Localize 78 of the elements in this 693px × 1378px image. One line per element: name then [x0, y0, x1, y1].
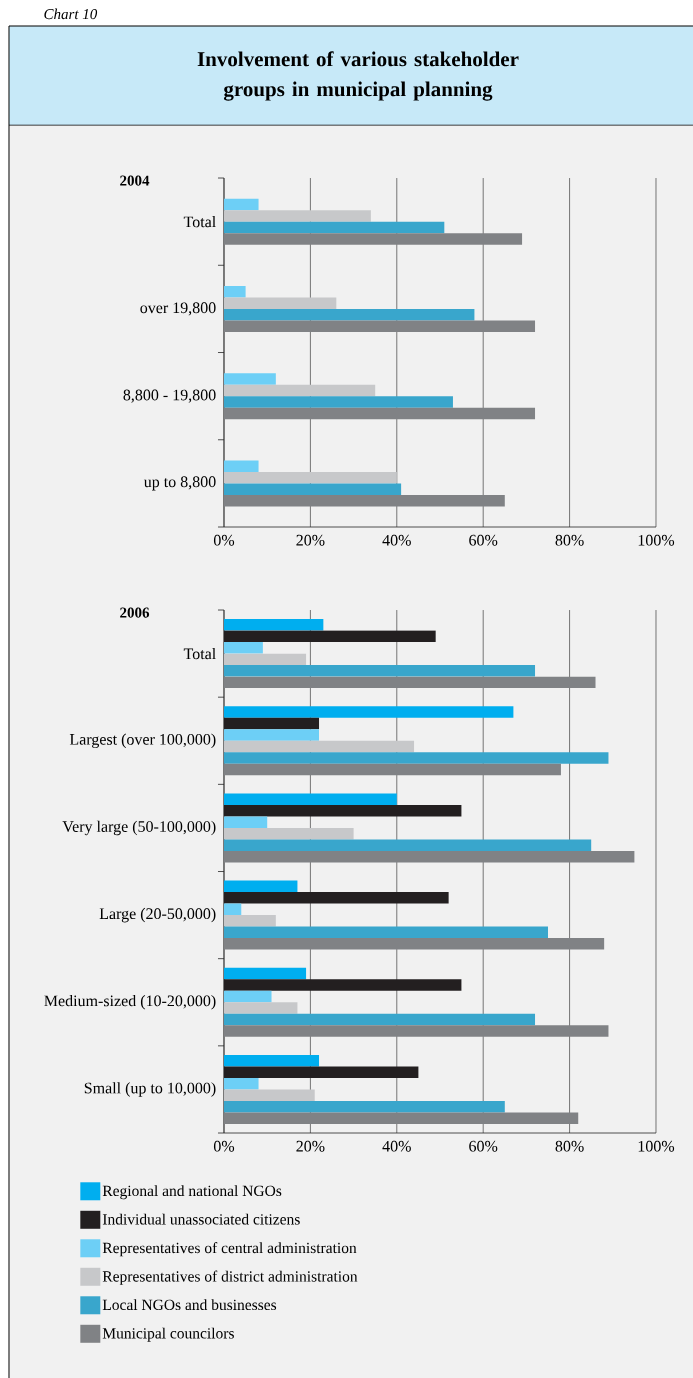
x-tick-label: 0%	[213, 1140, 235, 1152]
bar	[224, 676, 596, 689]
bar	[224, 706, 514, 718]
bar	[224, 915, 276, 927]
bar	[224, 1077, 259, 1090]
y-tick-label: Total	[183, 216, 216, 228]
legend-label: Municipal councilors	[102, 1327, 234, 1342]
bar	[224, 740, 415, 753]
bar	[224, 990, 272, 1003]
bar	[224, 850, 635, 863]
bar	[224, 221, 445, 234]
x-tick-label: 0%	[213, 534, 235, 546]
bar	[224, 793, 397, 805]
y-tick-label: Largest (over 100,000)	[69, 733, 216, 749]
legend-label: Representatives of district administration	[102, 1270, 358, 1285]
bar	[224, 1089, 315, 1101]
bar	[224, 938, 605, 950]
bar	[224, 1112, 579, 1124]
x-tick-label: 40%	[382, 1140, 411, 1152]
bar	[224, 619, 324, 631]
bar	[224, 297, 337, 309]
caption: Chart 10	[44, 8, 98, 20]
x-tick-label: 80%	[555, 534, 584, 546]
bar	[224, 210, 371, 222]
bar	[224, 483, 402, 495]
y-tick-label: Very large (50-100,000)	[62, 820, 216, 836]
x-tick-label: 100%	[638, 534, 675, 546]
legend-label: Regional and national NGOs	[102, 1185, 282, 1200]
x-tick-label: 60%	[469, 534, 498, 546]
bar	[224, 233, 523, 245]
bar	[224, 763, 561, 776]
y-tick-label: Large (20-50,000)	[99, 907, 216, 923]
bar	[224, 642, 263, 654]
bar	[224, 752, 609, 764]
bar	[224, 320, 536, 332]
bar	[224, 285, 246, 298]
y-tick-label: Medium-sized (10-20,000)	[44, 995, 216, 1010]
bar	[224, 903, 242, 916]
y-tick-label: up to 8,800	[143, 476, 216, 491]
legend-label: Representatives of central administration	[102, 1242, 357, 1257]
bar	[224, 384, 376, 397]
bar	[224, 1100, 505, 1113]
bar	[224, 1002, 298, 1014]
chart-title: 2006	[120, 607, 150, 618]
x-tick-label: 40%	[382, 534, 411, 546]
y-tick-label: Small (up to 10,000)	[84, 1082, 216, 1097]
bar	[224, 396, 453, 408]
bar	[224, 407, 536, 420]
x-tick-label: 100%	[638, 1140, 675, 1152]
bar	[224, 308, 475, 321]
bar	[224, 198, 259, 211]
legend-label: Local NGOs and businesses	[102, 1299, 277, 1311]
x-tick-label: 20%	[296, 1140, 325, 1152]
bar	[224, 1013, 536, 1026]
y-tick-label: over 19,800	[140, 302, 216, 316]
bar	[224, 967, 307, 980]
bar	[224, 926, 548, 939]
bar	[224, 816, 268, 828]
x-tick-label: 60%	[469, 1140, 498, 1152]
chart-title: 2004	[120, 175, 150, 186]
bar	[224, 1054, 320, 1067]
bar	[224, 373, 276, 385]
bar	[224, 880, 298, 893]
bar	[224, 827, 354, 840]
bar	[224, 653, 307, 666]
bar	[224, 471, 397, 484]
y-tick-label: 8,800 - 19,800	[123, 389, 216, 403]
bar	[224, 460, 259, 472]
bar	[224, 494, 505, 507]
bar	[224, 729, 320, 741]
legend-label: Individual unassociated citizens	[102, 1213, 300, 1225]
y-tick-label: Total	[183, 647, 216, 660]
text: Involvement of various stakeholder groups in municipal planning	[197, 51, 519, 101]
bar	[224, 665, 536, 677]
bar	[224, 839, 592, 851]
x-tick-label: 20%	[296, 534, 325, 546]
bar	[224, 1025, 609, 1037]
x-tick-label: 80%	[555, 1140, 584, 1152]
